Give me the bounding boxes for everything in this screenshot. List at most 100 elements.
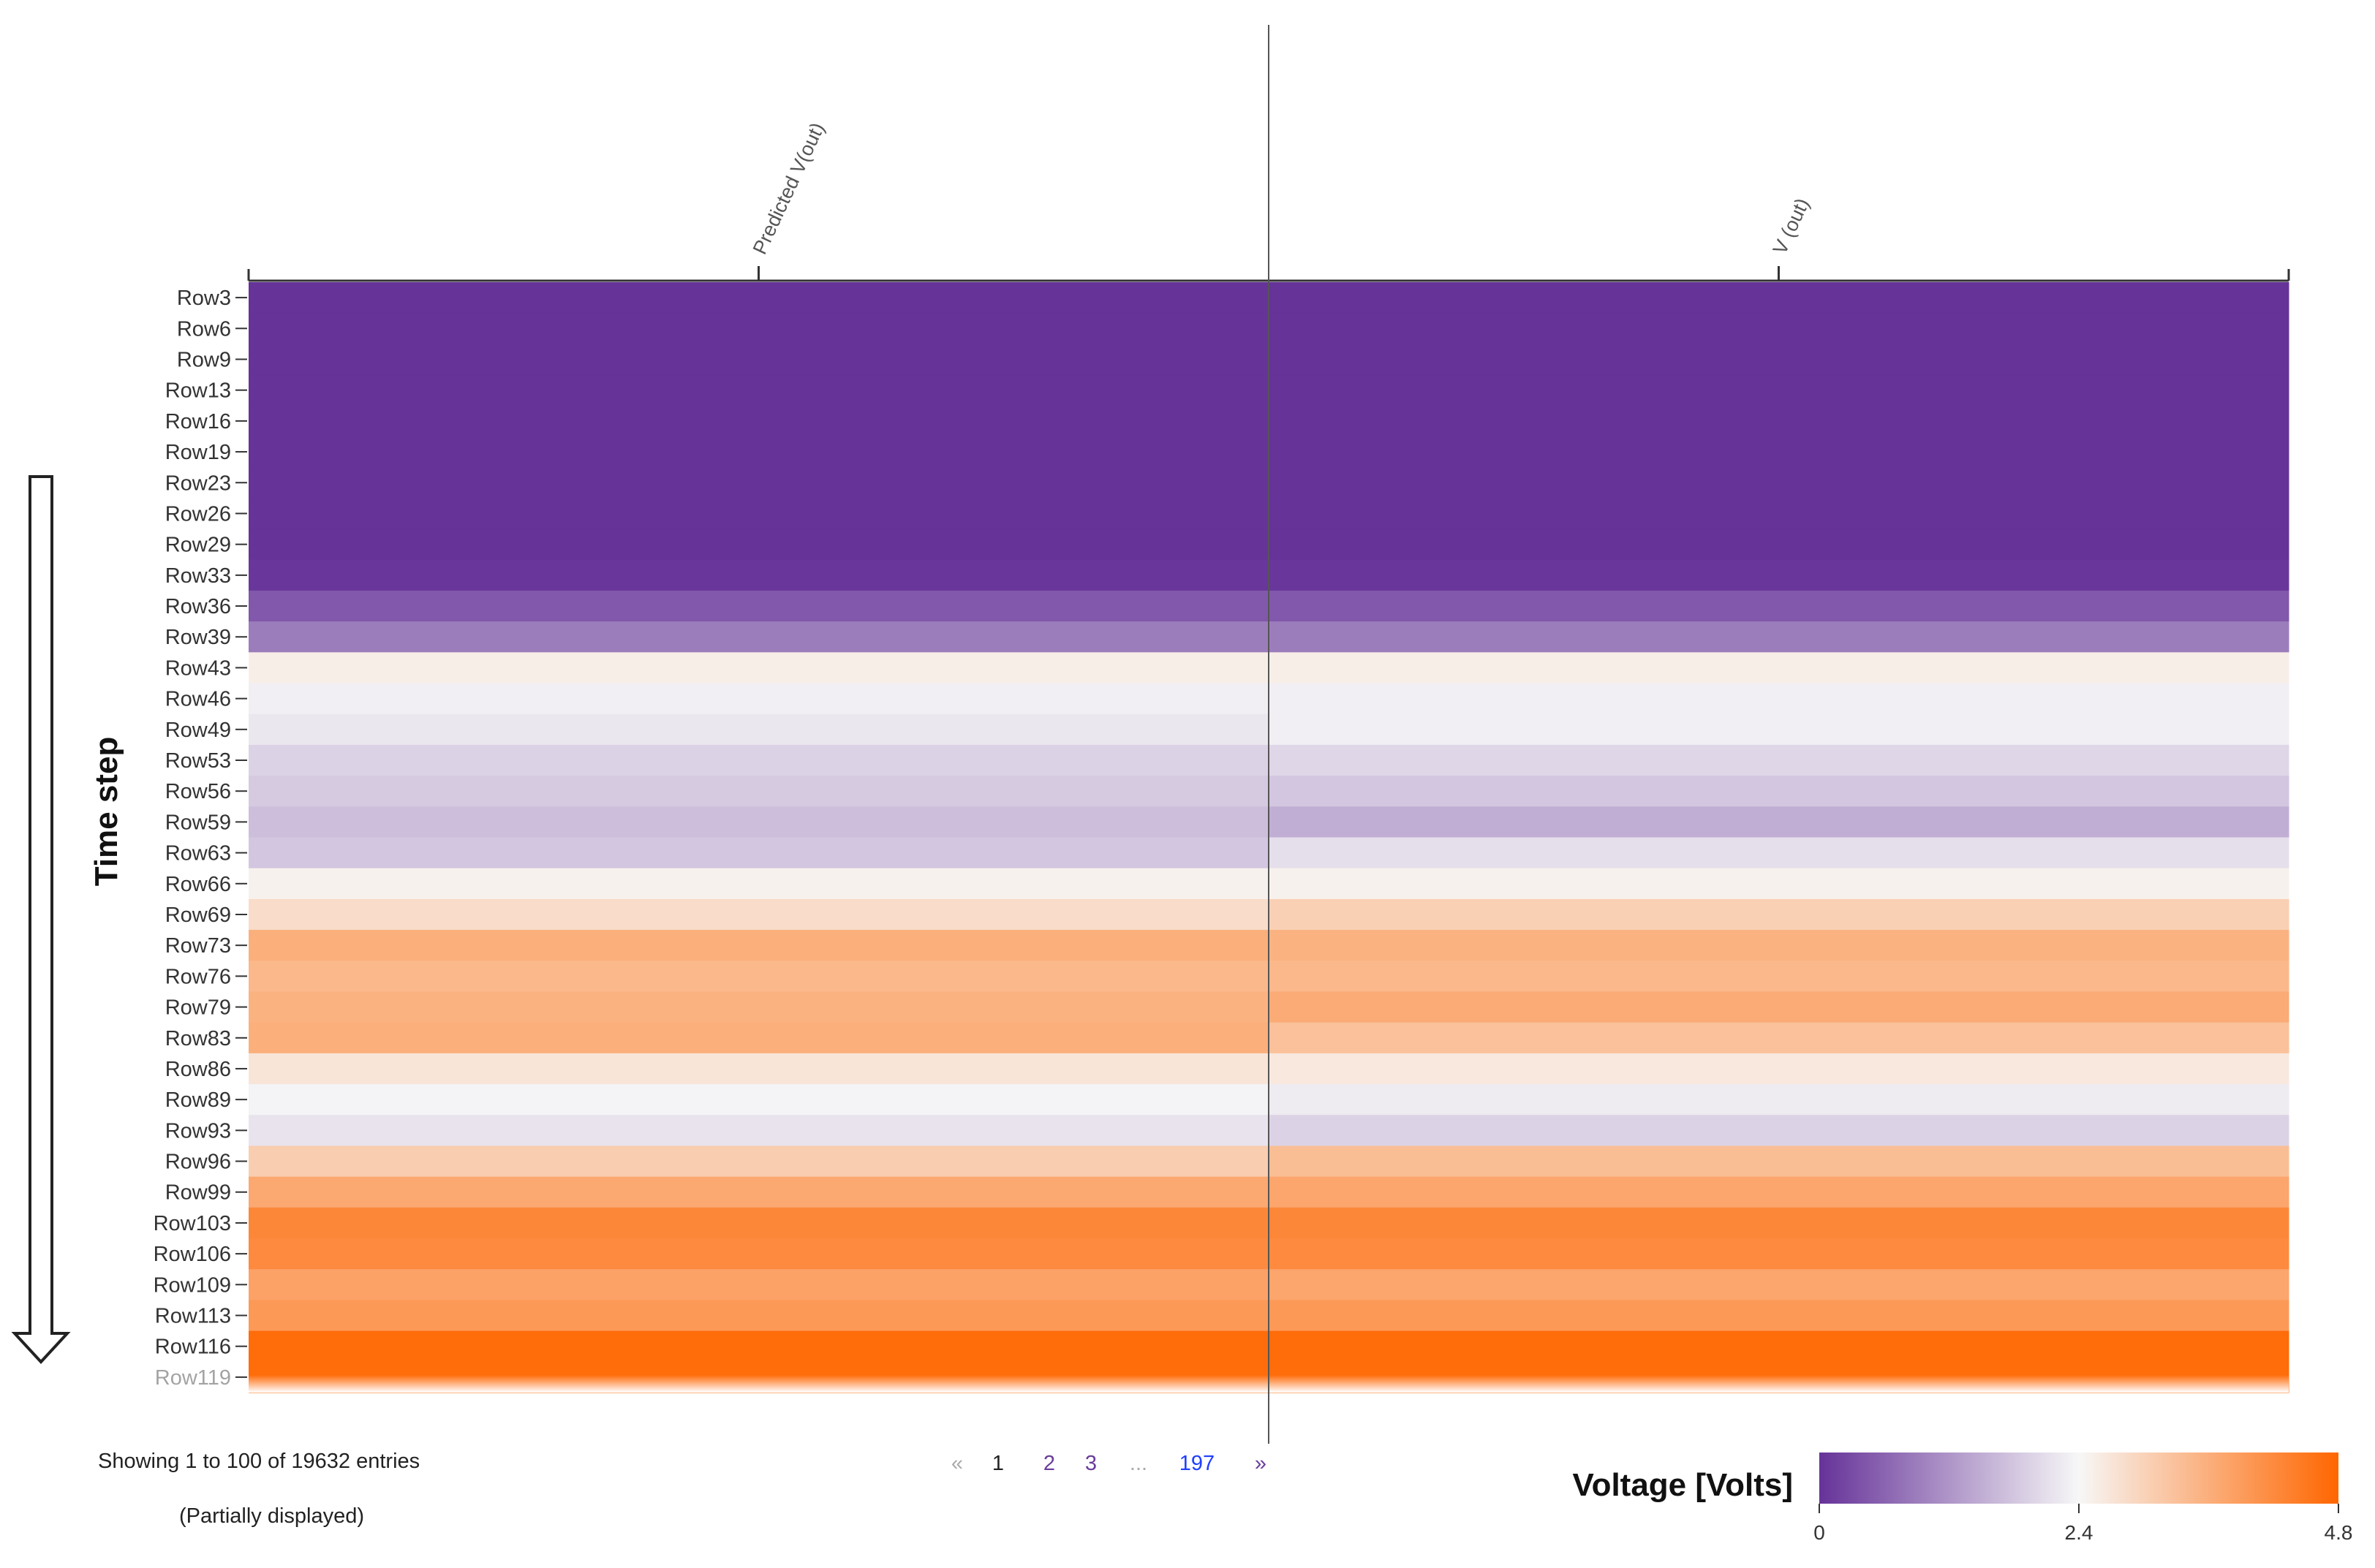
row-label: Row49 — [165, 719, 231, 742]
heatmap-cell — [1269, 776, 2289, 807]
row-label: Row13 — [165, 379, 231, 403]
heatmap-cell — [249, 1115, 1269, 1146]
heatmap-cell — [1269, 1115, 2289, 1146]
row-label: Row73 — [165, 934, 231, 958]
heatmap-cell — [249, 1022, 1269, 1054]
heatmap-cell — [1269, 1022, 2289, 1054]
heatmap-cell — [249, 1330, 1269, 1363]
row-label: Row29 — [165, 534, 231, 557]
heatmap-cell — [249, 590, 1269, 622]
heatmap-cell — [1269, 652, 2289, 684]
row-label: Row43 — [165, 656, 231, 680]
heatmap-cell — [1269, 1207, 2289, 1239]
heatmap-cell — [249, 713, 1269, 746]
pagination-page-2[interactable]: 2 — [1043, 1451, 1056, 1475]
heatmap-cells — [249, 282, 2289, 1393]
row-label: Row56 — [165, 780, 231, 803]
row-label: Row109 — [154, 1273, 231, 1297]
heatmap-cell — [249, 498, 1269, 530]
row-label: Row113 — [155, 1305, 231, 1328]
row-label: Row76 — [165, 965, 231, 988]
time-step-arrow — [11, 475, 71, 1364]
heatmap-cell — [1269, 1053, 2289, 1085]
heatmap-cell — [1269, 713, 2289, 746]
heatmap-cell — [1269, 282, 2289, 314]
down-arrow-icon — [11, 475, 71, 1364]
heatmap-cell — [1269, 930, 2289, 961]
heatmap-cell — [1269, 898, 2289, 931]
heatmap-cell — [1269, 868, 2289, 900]
heatmap-cell — [249, 1300, 1269, 1332]
heatmap-cell — [1269, 806, 2289, 838]
row-label: Row93 — [165, 1119, 231, 1143]
heatmap-cell — [1269, 1176, 2289, 1208]
heatmap-cell — [249, 683, 1269, 715]
heatmap-cell — [1269, 744, 2289, 776]
legend-tick-label-min: 0 — [1813, 1521, 1825, 1544]
row-label: Row26 — [165, 502, 231, 526]
heatmap-cell — [249, 744, 1269, 776]
pagination-page-3[interactable]: 3 — [1084, 1451, 1098, 1475]
pagination-page-1[interactable]: 1 — [992, 1451, 1005, 1475]
legend-gradient-bar — [1819, 1453, 2338, 1504]
pagination-next-button[interactable]: » — [1254, 1451, 1267, 1475]
heatmap-cell — [1269, 559, 2289, 591]
row-label: Row99 — [165, 1181, 231, 1205]
heatmap-cell — [249, 1269, 1269, 1300]
legend-tick-label-max: 4.8 — [2325, 1521, 2353, 1544]
legend-title: Voltage [Volts] — [1573, 1467, 1794, 1503]
column-label-vout: V (out) — [1769, 194, 1813, 257]
pagination: « 1 2 3 ... 197 » — [947, 1447, 1292, 1480]
heatmap-cell — [249, 1207, 1269, 1239]
row-label: Row36 — [165, 595, 231, 618]
row-label: Row23 — [165, 471, 231, 495]
row-label: Row116 — [155, 1336, 231, 1359]
heatmap-cell — [249, 1176, 1269, 1208]
heatmap-cell — [249, 313, 1269, 344]
heatmap-cell — [1269, 683, 2289, 715]
heatmap-cell — [1269, 467, 2289, 499]
row-label: Row6 — [177, 317, 231, 341]
row-label: Row69 — [165, 904, 231, 927]
row-label: Row66 — [165, 873, 231, 896]
heatmap-cell — [249, 868, 1269, 900]
row-label: Row103 — [154, 1212, 231, 1235]
heatmap-cell — [249, 961, 1269, 992]
pagination-last-page[interactable]: 197 — [1179, 1451, 1215, 1475]
heatmap-cell — [249, 344, 1269, 376]
row-label: Row3 — [177, 287, 231, 310]
column-label-predicted-vout: Predicted V(out) — [749, 119, 829, 257]
row-label: Row119 — [155, 1366, 231, 1390]
row-label: Row63 — [165, 842, 231, 866]
heatmap-cell — [249, 776, 1269, 807]
pagination-previous-button[interactable]: « — [951, 1451, 964, 1475]
heatmap-cell — [1269, 1269, 2289, 1300]
color-legend: Voltage [Volts] 0 2.4 4.8 — [1573, 1453, 2353, 1544]
heatmap-cell — [1269, 1145, 2289, 1178]
y-axis-title: Time step — [88, 737, 124, 887]
heatmap-cell — [1269, 1084, 2289, 1116]
row-label: Row59 — [165, 811, 231, 834]
row-label: Row16 — [165, 410, 231, 433]
heatmap-cell — [249, 467, 1269, 499]
row-label: Row86 — [165, 1058, 231, 1081]
heatmap-cell — [249, 621, 1269, 653]
heatmap-cell — [249, 1053, 1269, 1085]
heatmap-cell — [249, 837, 1269, 869]
heatmap-cell — [1269, 837, 2289, 869]
row-label: Row96 — [165, 1151, 231, 1174]
heatmap-cell — [249, 806, 1269, 838]
row-label: Row79 — [165, 996, 231, 1020]
heatmap-cell — [249, 374, 1269, 406]
heatmap-cell — [1269, 590, 2289, 622]
heatmap-cell — [249, 898, 1269, 931]
heatmap-cell — [249, 1145, 1269, 1178]
heatmap-cell — [249, 559, 1269, 591]
heatmap-cell — [249, 405, 1269, 437]
row-label: Row19 — [165, 441, 231, 464]
heatmap-cell — [249, 436, 1269, 468]
row-label: Row33 — [165, 564, 231, 588]
row-label: Row9 — [177, 348, 231, 371]
row-label: Row106 — [154, 1243, 231, 1266]
